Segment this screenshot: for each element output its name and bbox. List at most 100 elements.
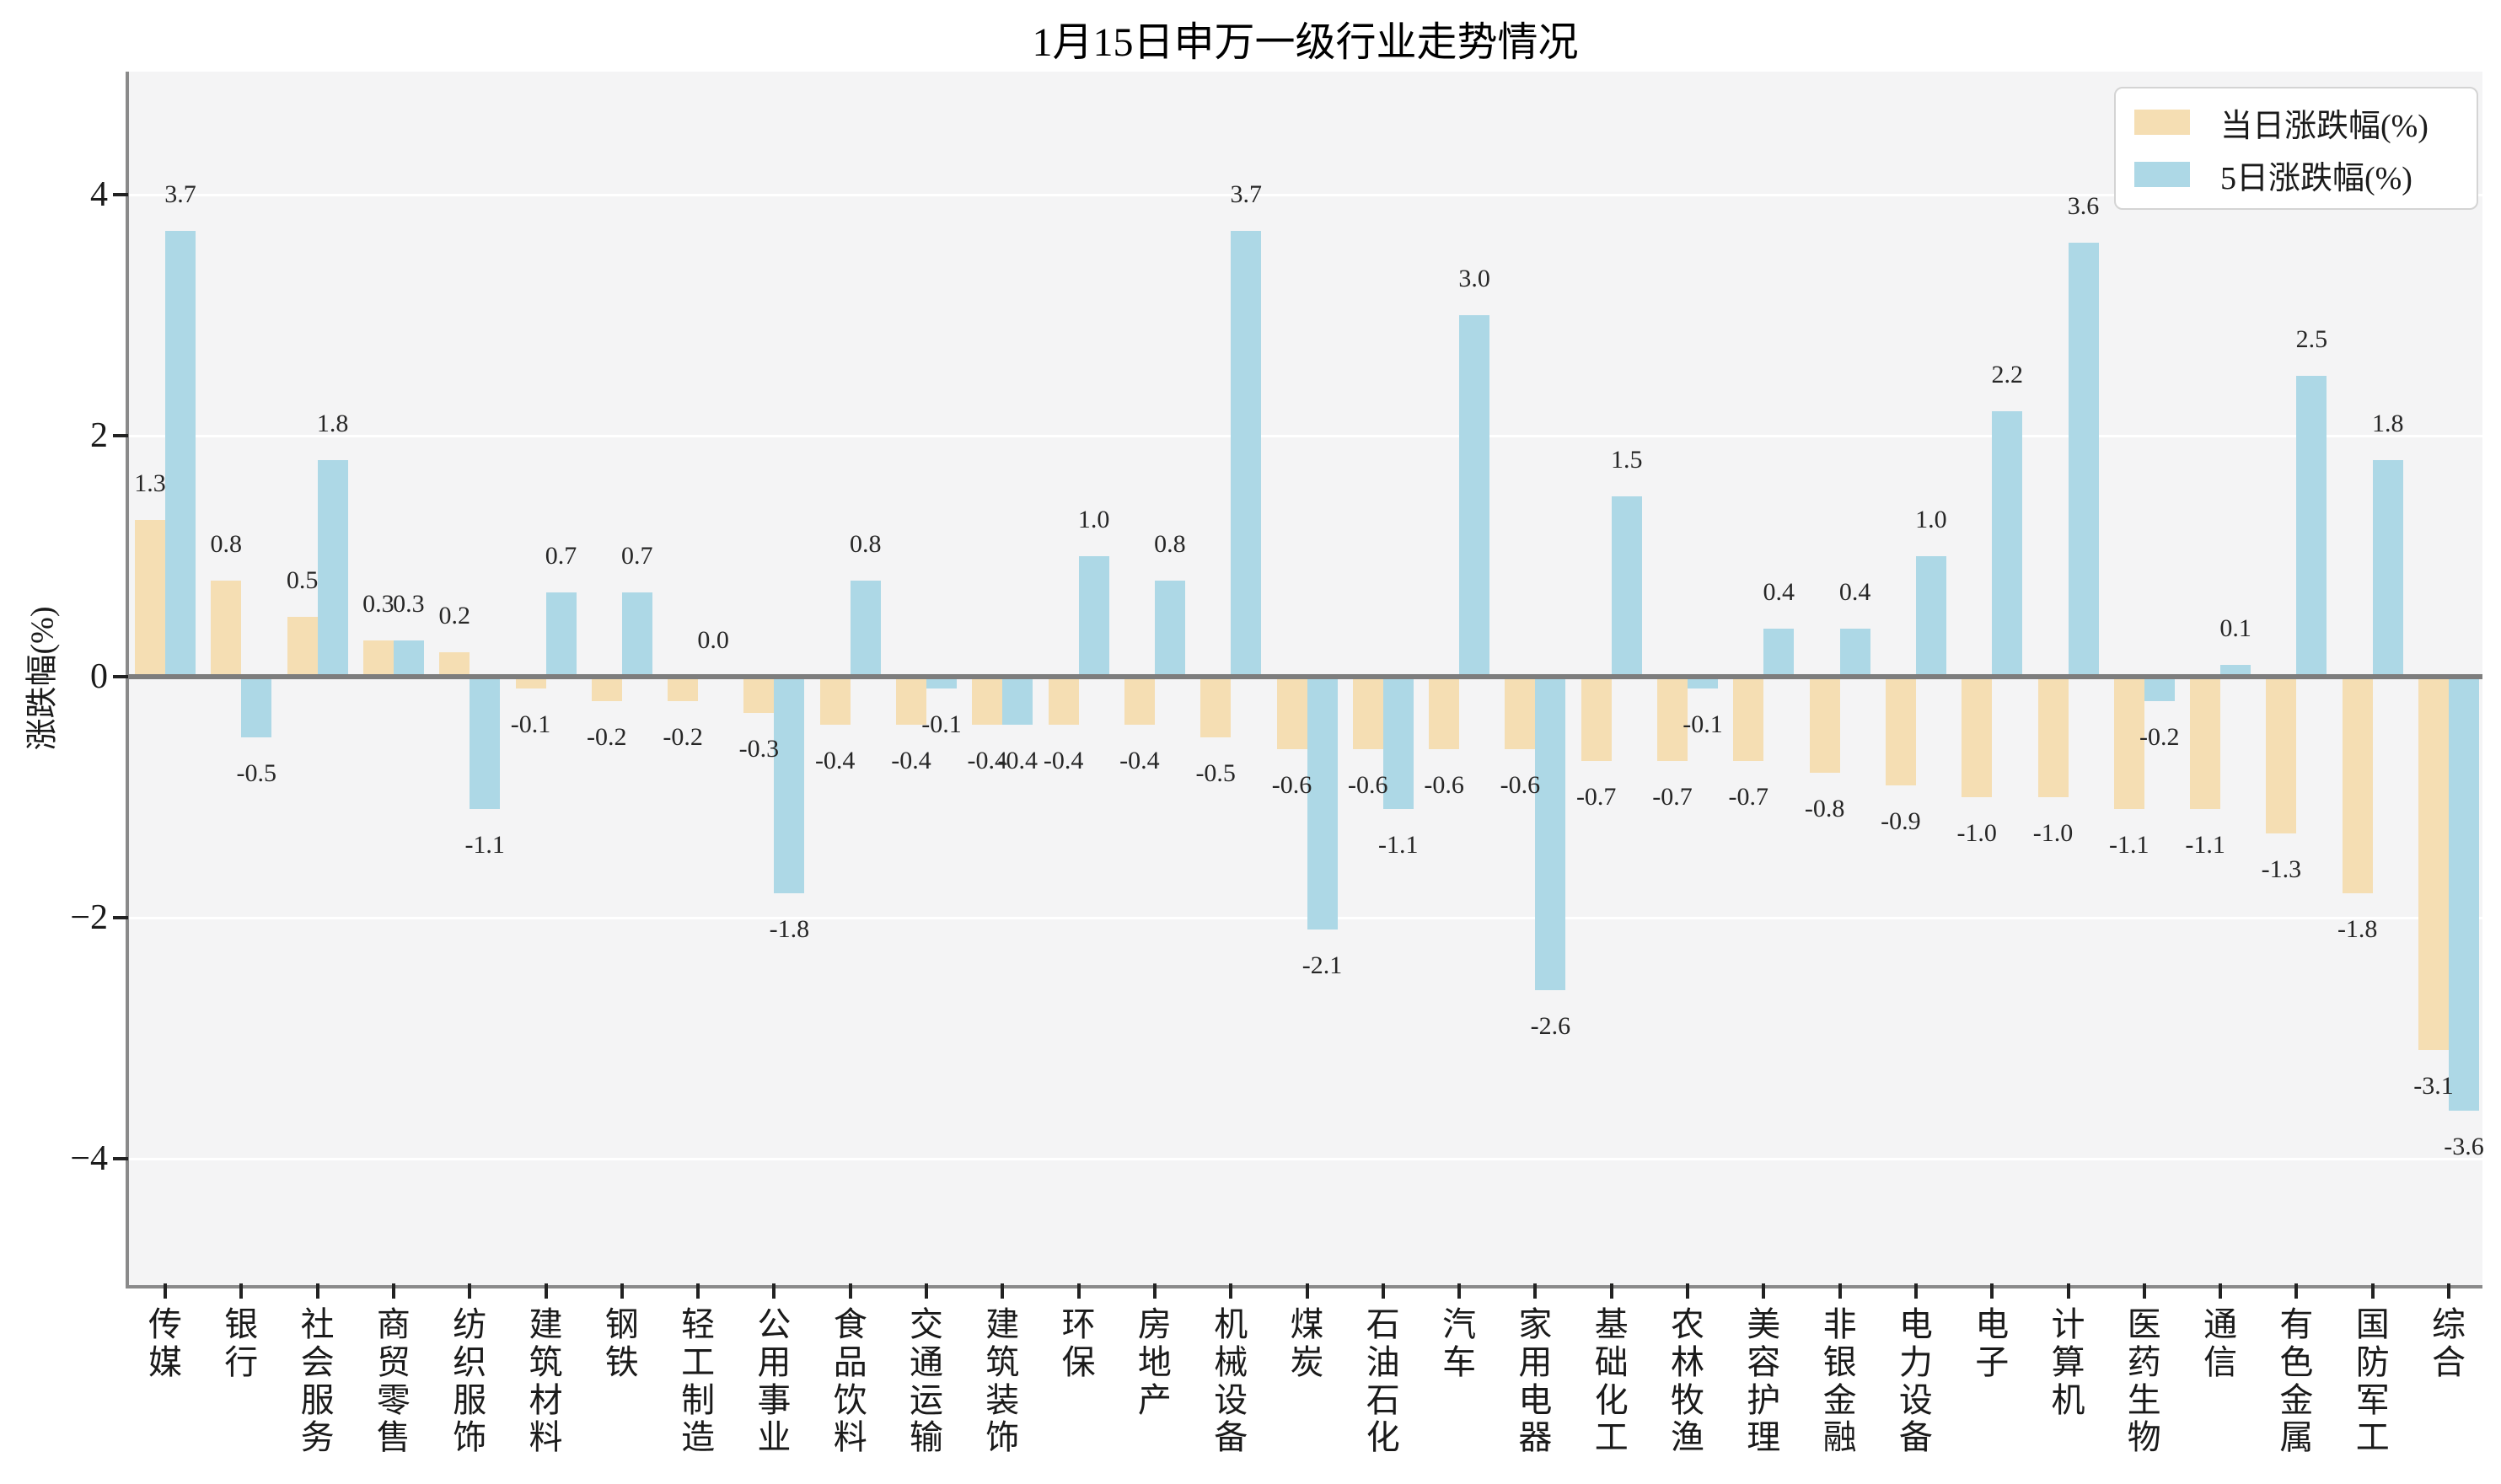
bar-value-label: 2.5 bbox=[2295, 324, 2328, 353]
plot-area: 1.3 3.7 0.8 -0.5 0.5 1.8 0.3 0.3 0.2 -1.1 -0.1 0.7 -… bbox=[128, 72, 2484, 1285]
y-tick-mark bbox=[113, 434, 128, 437]
bottom-spine bbox=[126, 1285, 2482, 1288]
x-tick-mark bbox=[1686, 1283, 1689, 1299]
five-day-bar bbox=[2220, 664, 2251, 677]
bar-value-label: -1.1 bbox=[2185, 831, 2225, 860]
category-label: 美 容 护 理 bbox=[1747, 1305, 1781, 1457]
bar-value-label: 0.0 bbox=[697, 626, 729, 654]
daily-bar bbox=[896, 677, 926, 726]
bar-value-label: 1.0 bbox=[1915, 506, 1947, 533]
daily-bar bbox=[819, 677, 851, 726]
bar-value-label: -0.7 bbox=[1575, 783, 1617, 812]
legend-item-5day: 5日涨跌幅(%) bbox=[2134, 153, 2458, 196]
five-day-bar bbox=[1459, 315, 1490, 677]
category-label: 传 媒 bbox=[148, 1305, 182, 1381]
category-label: 石 油 石 化 bbox=[1366, 1305, 1400, 1457]
bar-value-label: 0.8 bbox=[210, 529, 243, 558]
daily-bar bbox=[1124, 677, 1155, 726]
five-day-bar bbox=[1307, 677, 1338, 930]
five-day-bar bbox=[1002, 677, 1033, 726]
x-tick-mark bbox=[2142, 1283, 2146, 1299]
daily-bar bbox=[1885, 677, 1916, 785]
bar-value-label: -0.9 bbox=[1881, 806, 1921, 835]
y-tick-mark bbox=[113, 675, 128, 678]
bar-value-label: 1.3 bbox=[134, 469, 166, 498]
five-day-bar bbox=[317, 459, 348, 677]
x-tick-mark bbox=[1762, 1283, 1766, 1299]
grid-line bbox=[128, 194, 2482, 196]
x-tick-mark bbox=[620, 1283, 624, 1299]
daily-bar bbox=[1505, 677, 1536, 749]
x-tick-mark bbox=[925, 1283, 928, 1299]
daily-bar bbox=[743, 677, 775, 713]
daily-bar bbox=[1276, 677, 1307, 749]
daily-bar bbox=[211, 580, 242, 677]
five-day-bar bbox=[2372, 459, 2403, 677]
five-day-bar bbox=[1839, 628, 1870, 677]
bar-value-label: -0.4 bbox=[814, 747, 856, 775]
bar-value-label: -0.6 bbox=[1500, 770, 1541, 799]
x-tick-mark bbox=[164, 1283, 167, 1299]
x-tick-mark bbox=[2219, 1283, 2223, 1299]
daily-bar bbox=[2342, 677, 2373, 894]
grid-line bbox=[128, 435, 2482, 437]
five-day-bar bbox=[2144, 677, 2175, 701]
daily-bar bbox=[1733, 677, 1764, 762]
category-label: 机 械 设 备 bbox=[1214, 1305, 1248, 1457]
bar-value-label: 1.8 bbox=[316, 409, 349, 437]
bar-value-label: -3.6 bbox=[2444, 1132, 2484, 1160]
daily-bar bbox=[1657, 677, 1688, 762]
bar-value-label: -0.1 bbox=[921, 710, 962, 739]
daily-bar bbox=[2113, 677, 2144, 810]
category-label: 煤 炭 bbox=[1290, 1305, 1324, 1381]
category-label: 房 地 产 bbox=[1137, 1305, 1172, 1419]
daily-bar bbox=[287, 616, 318, 677]
y-tick-label: 0 bbox=[90, 657, 108, 696]
daily-bar bbox=[2037, 677, 2069, 797]
x-tick-mark bbox=[2447, 1283, 2450, 1299]
bar-value-label: 1.0 bbox=[1077, 506, 1110, 533]
category-label: 医 药 生 物 bbox=[2127, 1305, 2161, 1457]
bar-value-label: -1.1 bbox=[464, 831, 505, 860]
five-day-bar bbox=[1154, 580, 1185, 677]
category-label: 钢 铁 bbox=[604, 1305, 639, 1381]
five-day-bar bbox=[1231, 230, 1262, 677]
x-tick-mark bbox=[1305, 1283, 1309, 1299]
five-day-bar bbox=[926, 677, 957, 689]
bar-value-label: -0.2 bbox=[663, 722, 703, 751]
x-tick-mark bbox=[315, 1283, 319, 1299]
bar-value-label: -0.2 bbox=[587, 722, 627, 751]
five-day-bar bbox=[2068, 243, 2099, 677]
category-label: 公 用 事 业 bbox=[757, 1305, 792, 1457]
category-label: 通 信 bbox=[2203, 1305, 2238, 1381]
category-label: 社 会 服 务 bbox=[300, 1305, 335, 1457]
daily-bar bbox=[668, 677, 699, 701]
five-day-bar bbox=[1688, 677, 1718, 689]
category-label: 汽 车 bbox=[1442, 1305, 1477, 1381]
five-day-bar bbox=[2449, 677, 2479, 1111]
x-tick-mark bbox=[1381, 1283, 1385, 1299]
bar-value-label: 3.7 bbox=[1230, 179, 1262, 208]
x-tick-mark bbox=[239, 1283, 244, 1299]
bar-value-label: 0.5 bbox=[286, 565, 319, 594]
bar-value-label: 0.8 bbox=[849, 529, 882, 558]
bar-value-label: -0.5 bbox=[236, 758, 277, 787]
bar-value-label: 0.3 bbox=[362, 590, 394, 619]
bar-value-label: 0.7 bbox=[545, 541, 577, 570]
five-day-bar bbox=[621, 592, 652, 677]
x-tick-mark bbox=[1229, 1283, 1233, 1299]
legend-label-5day: 5日涨跌幅(%) bbox=[2220, 160, 2412, 196]
bar-value-label: 0.4 bbox=[1763, 577, 1795, 606]
bar-value-label: -0.4 bbox=[1119, 747, 1160, 775]
bar-value-label: -3.1 bbox=[2413, 1072, 2454, 1101]
x-tick-mark bbox=[1152, 1283, 1157, 1299]
category-label: 银 行 bbox=[224, 1305, 259, 1381]
five-day-bar bbox=[1763, 628, 1795, 677]
grid-line bbox=[128, 1158, 2482, 1160]
bar-value-label: -0.7 bbox=[1728, 783, 1769, 812]
five-day-bar bbox=[1382, 677, 1414, 810]
bar-value-label: -1.8 bbox=[769, 915, 810, 944]
daily-bar bbox=[515, 677, 546, 689]
five-day-bar bbox=[850, 580, 881, 677]
y-tick-label: 2 bbox=[90, 416, 108, 455]
